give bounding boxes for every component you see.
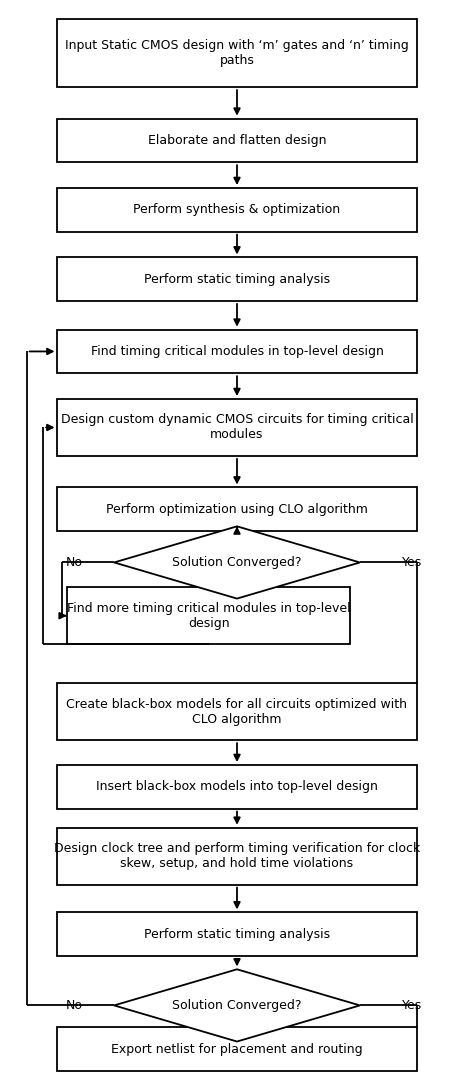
Bar <box>57 912 417 956</box>
Text: Yes: Yes <box>402 999 422 1012</box>
Bar <box>57 765 417 808</box>
Text: Elaborate and flatten design: Elaborate and flatten design <box>148 133 326 146</box>
Text: Perform static timing analysis: Perform static timing analysis <box>144 928 330 941</box>
Text: Solution Converged?: Solution Converged? <box>172 999 302 1012</box>
Text: Create black-box models for all circuits optimized with
CLO algorithm: Create black-box models for all circuits… <box>66 698 408 726</box>
Text: Insert black-box models into top-level design: Insert black-box models into top-level d… <box>96 780 378 793</box>
Bar <box>57 257 417 301</box>
Text: Solution Converged?: Solution Converged? <box>172 556 302 569</box>
Text: Input Static CMOS design with ‘m’ gates and ‘n’ timing
paths: Input Static CMOS design with ‘m’ gates … <box>65 39 409 67</box>
Polygon shape <box>114 969 360 1042</box>
Bar <box>57 188 417 232</box>
Bar <box>57 828 417 884</box>
Bar <box>57 1027 417 1071</box>
Text: Export netlist for placement and routing: Export netlist for placement and routing <box>111 1043 363 1056</box>
Bar <box>67 587 350 644</box>
Text: Find more timing critical modules in top-level
design: Find more timing critical modules in top… <box>67 602 350 629</box>
Text: No: No <box>65 556 82 569</box>
Bar <box>57 487 417 531</box>
Bar <box>57 18 417 87</box>
Text: Perform static timing analysis: Perform static timing analysis <box>144 272 330 285</box>
Text: Find timing critical modules in top-level design: Find timing critical modules in top-leve… <box>91 345 383 358</box>
Text: Design custom dynamic CMOS circuits for timing critical
modules: Design custom dynamic CMOS circuits for … <box>61 413 413 442</box>
Bar <box>57 399 417 456</box>
Bar <box>57 684 417 740</box>
Text: Perform synthesis & optimization: Perform synthesis & optimization <box>134 203 340 216</box>
Bar <box>57 118 417 163</box>
Text: No: No <box>65 999 82 1012</box>
Text: Yes: Yes <box>402 556 422 569</box>
Text: Design clock tree and perform timing verification for clock
skew, setup, and hol: Design clock tree and perform timing ver… <box>54 842 420 870</box>
Polygon shape <box>114 526 360 599</box>
Bar <box>57 330 417 373</box>
Text: Perform optimization using CLO algorithm: Perform optimization using CLO algorithm <box>106 502 368 515</box>
